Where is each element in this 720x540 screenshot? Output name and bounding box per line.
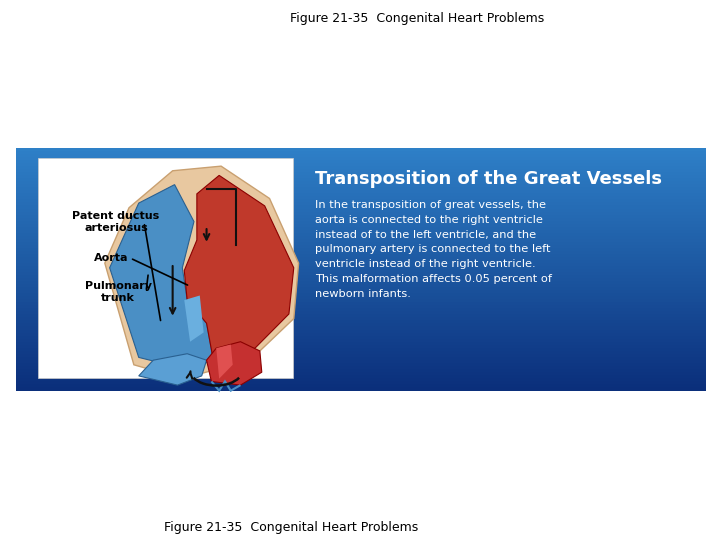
Bar [16, 163, 706, 167]
Bar [16, 191, 706, 194]
Bar [16, 172, 706, 176]
Bar [16, 339, 706, 342]
Bar [16, 218, 706, 221]
Bar [16, 160, 706, 164]
Bar [16, 345, 706, 348]
Bar [16, 199, 706, 203]
Bar [16, 148, 706, 152]
Bar [16, 208, 706, 212]
Bar [16, 318, 706, 321]
Bar [16, 257, 706, 260]
Bar [16, 323, 706, 327]
Text: Patent ductus
arteriosus: Patent ductus arteriosus [73, 211, 160, 233]
Bar [16, 342, 706, 345]
Bar [16, 387, 706, 390]
Bar [16, 327, 706, 330]
Bar [16, 154, 706, 158]
Bar [16, 166, 706, 170]
Bar [16, 302, 706, 306]
Bar [16, 354, 706, 357]
Polygon shape [207, 342, 262, 385]
Bar [16, 254, 706, 258]
Bar [16, 312, 706, 315]
Bar [16, 181, 706, 185]
Bar [16, 314, 706, 318]
Text: In the transposition of great vessels, the
aorta is connected to the right ventr: In the transposition of great vessels, t… [315, 200, 552, 299]
Bar [16, 224, 706, 227]
Bar [16, 287, 706, 291]
Bar [16, 293, 706, 296]
Text: Figure 21-35  Congenital Heart Problems: Figure 21-35 Congenital Heart Problems [164, 521, 419, 534]
Bar [16, 197, 706, 200]
Bar [16, 296, 706, 300]
Bar [16, 263, 706, 266]
Bar [16, 366, 706, 369]
Polygon shape [184, 295, 204, 342]
Bar [16, 299, 706, 303]
Bar [16, 230, 706, 233]
Bar [16, 333, 706, 336]
Bar [16, 281, 706, 285]
Polygon shape [105, 166, 299, 379]
Bar [16, 251, 706, 254]
Bar [16, 248, 706, 251]
Bar [16, 227, 706, 230]
Bar [16, 266, 706, 269]
Bar [16, 157, 706, 160]
Bar [16, 272, 706, 275]
Bar [16, 269, 706, 273]
Polygon shape [139, 354, 207, 385]
Polygon shape [216, 345, 233, 379]
Bar [16, 378, 706, 381]
Polygon shape [184, 176, 294, 360]
Bar [16, 357, 706, 360]
Bar [16, 335, 706, 339]
Bar [16, 348, 706, 351]
Bar [16, 206, 706, 209]
Bar [16, 290, 706, 294]
Bar [16, 384, 706, 388]
Bar [16, 308, 706, 312]
Bar [16, 260, 706, 264]
Bar [16, 202, 706, 206]
Bar [16, 242, 706, 245]
Bar [16, 233, 706, 236]
Bar [16, 375, 706, 379]
Text: Pulmonary
trunk: Pulmonary trunk [84, 281, 151, 303]
Bar [16, 245, 706, 248]
Bar [16, 284, 706, 288]
Text: Aorta: Aorta [94, 253, 128, 263]
Bar [16, 187, 706, 191]
Bar [16, 193, 706, 197]
Bar [16, 275, 706, 279]
Bar [16, 212, 706, 215]
Bar [16, 151, 706, 154]
Bar [16, 350, 706, 354]
Bar [16, 221, 706, 224]
Bar [16, 369, 706, 373]
Bar [16, 372, 706, 375]
Bar [16, 239, 706, 242]
FancyBboxPatch shape [38, 158, 293, 378]
Bar [16, 169, 706, 173]
Bar [16, 278, 706, 281]
Text: Figure 21-35  Congenital Heart Problems: Figure 21-35 Congenital Heart Problems [290, 12, 544, 25]
Bar [16, 363, 706, 366]
Bar [16, 329, 706, 333]
Bar [16, 178, 706, 182]
Bar [16, 214, 706, 218]
Polygon shape [109, 185, 213, 369]
Bar [16, 184, 706, 188]
Bar [16, 360, 706, 363]
Bar [16, 381, 706, 384]
Text: Transposition of the Great Vessels: Transposition of the Great Vessels [315, 170, 662, 188]
Bar [16, 320, 706, 324]
Bar [16, 175, 706, 179]
Bar [16, 236, 706, 239]
Bar [16, 305, 706, 309]
